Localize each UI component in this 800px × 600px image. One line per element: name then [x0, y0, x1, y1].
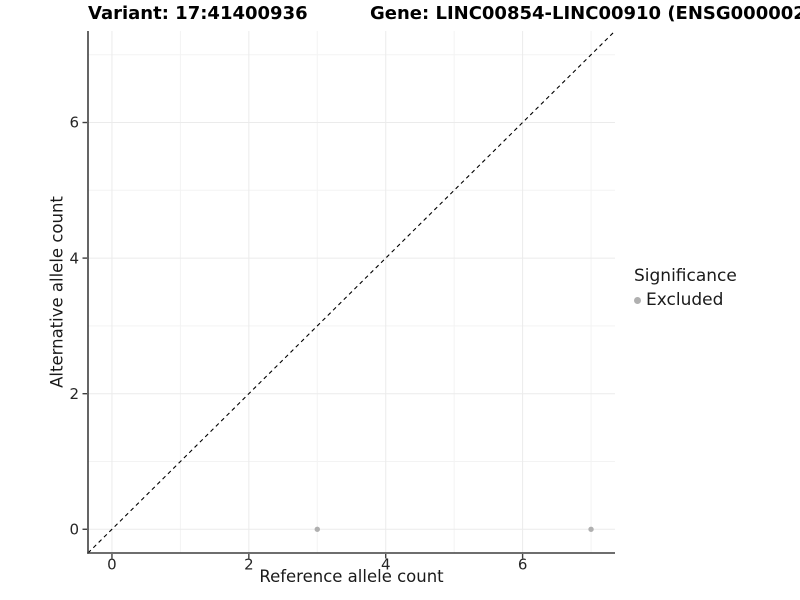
y-tick-label: 6	[69, 114, 79, 132]
x-axis-title: Reference allele count	[259, 567, 444, 586]
chart-title-gene: Gene: LINC00854-LINC00910 (ENSG00000236	[370, 3, 800, 24]
y-tick-label: 2	[69, 385, 79, 403]
identity-reference-line	[88, 31, 615, 553]
data-point	[588, 526, 594, 532]
legend-title: Significance	[634, 266, 737, 286]
legend-point-icon	[634, 296, 641, 304]
legend: Significance Excluded	[634, 266, 737, 310]
x-tick-label: 4	[381, 556, 391, 574]
x-tick-label: 6	[518, 556, 528, 574]
x-tick-label: 2	[244, 556, 254, 574]
y-tick-label: 4	[69, 249, 79, 267]
y-axis-title: Alternative allele count	[47, 196, 67, 388]
legend-item-excluded: Excluded	[634, 290, 737, 310]
chart-title-variant: Variant: 17:41400936	[88, 3, 308, 24]
y-tick-label: 0	[69, 520, 79, 538]
data-point	[314, 526, 320, 532]
x-tick-label: 0	[107, 556, 117, 574]
legend-item-label: Excluded	[646, 290, 724, 310]
